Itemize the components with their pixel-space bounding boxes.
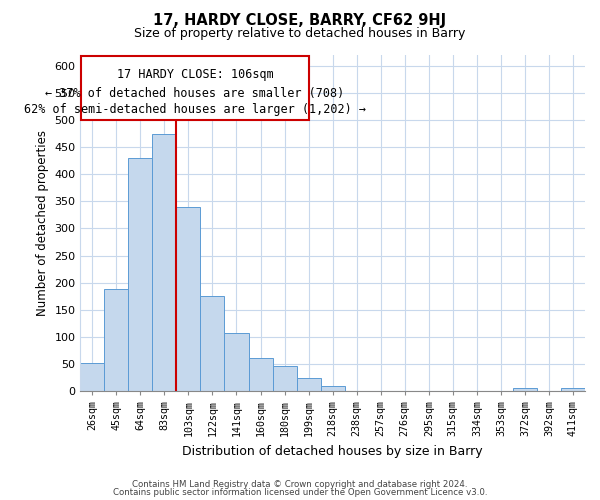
- Text: Contains HM Land Registry data © Crown copyright and database right 2024.: Contains HM Land Registry data © Crown c…: [132, 480, 468, 489]
- Bar: [104, 289, 128, 391]
- Bar: [152, 134, 176, 391]
- Bar: [176, 207, 200, 391]
- Bar: [200, 296, 224, 391]
- Text: 62% of semi-detached houses are larger (1,202) →: 62% of semi-detached houses are larger (…: [24, 103, 366, 116]
- Bar: [272, 366, 296, 391]
- Text: ← 37% of detached houses are smaller (708): ← 37% of detached houses are smaller (70…: [46, 87, 344, 100]
- Bar: [248, 358, 272, 391]
- FancyBboxPatch shape: [82, 56, 308, 120]
- Bar: [80, 363, 104, 391]
- Y-axis label: Number of detached properties: Number of detached properties: [36, 130, 49, 316]
- Bar: [513, 388, 537, 391]
- X-axis label: Distribution of detached houses by size in Barry: Distribution of detached houses by size …: [182, 444, 483, 458]
- Text: 17 HARDY CLOSE: 106sqm: 17 HARDY CLOSE: 106sqm: [116, 68, 274, 80]
- Bar: [224, 333, 248, 391]
- Text: 17, HARDY CLOSE, BARRY, CF62 9HJ: 17, HARDY CLOSE, BARRY, CF62 9HJ: [154, 12, 446, 28]
- Text: Size of property relative to detached houses in Barry: Size of property relative to detached ho…: [134, 28, 466, 40]
- Bar: [320, 386, 344, 391]
- Text: Contains public sector information licensed under the Open Government Licence v3: Contains public sector information licen…: [113, 488, 487, 497]
- Bar: [296, 378, 320, 391]
- Bar: [128, 158, 152, 391]
- Bar: [561, 388, 585, 391]
